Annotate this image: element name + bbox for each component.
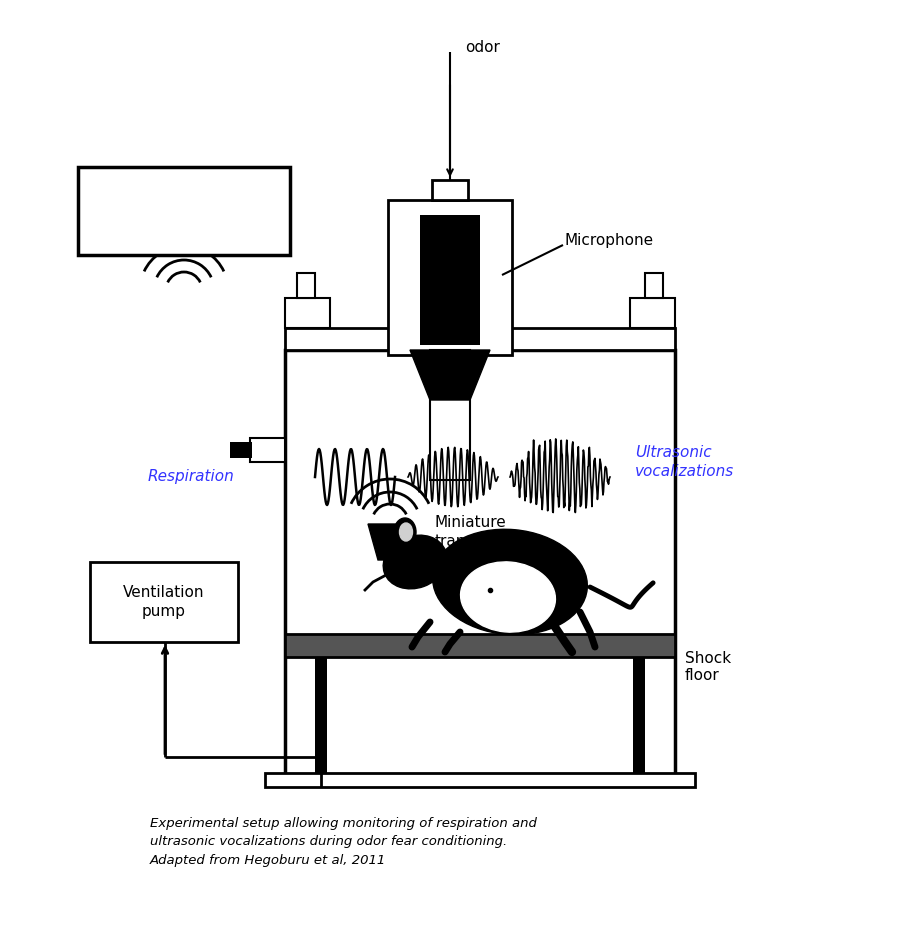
Text: odor: odor [465, 39, 500, 54]
Bar [285, 298, 330, 328]
Bar [432, 180, 468, 200]
Bar [315, 657, 327, 775]
Bar [90, 562, 238, 642]
Bar [633, 657, 645, 775]
Text: Miniature
transmitter: Miniature transmitter [435, 515, 521, 549]
Bar [285, 328, 675, 350]
Text: Shock
floor: Shock floor [685, 651, 731, 684]
Bar [265, 773, 695, 787]
Bar [420, 215, 480, 345]
Bar [297, 273, 315, 298]
Ellipse shape [383, 535, 446, 589]
Bar [630, 298, 675, 328]
Text: Ventilation
pump: Ventilation pump [123, 585, 205, 620]
Text: Respiration: Respiration [148, 469, 235, 485]
Bar [430, 350, 470, 480]
Bar [230, 442, 252, 458]
Polygon shape [368, 524, 412, 560]
Bar [285, 634, 675, 657]
Bar [250, 438, 285, 462]
Text: Experimental setup allowing monitoring of respiration and
ultrasonic vocalizatio: Experimental setup allowing monitoring o… [150, 817, 537, 867]
Ellipse shape [461, 562, 555, 632]
Bar [285, 350, 675, 775]
Text: Microphone: Microphone [565, 232, 654, 248]
Bar [78, 167, 290, 255]
Bar [645, 273, 663, 298]
Ellipse shape [433, 529, 588, 635]
Text: Telemetry system
(LFP recorder): Telemetry system (LFP recorder) [112, 193, 255, 228]
Ellipse shape [400, 523, 412, 541]
Text: Ultrasonic
vocalizations: Ultrasonic vocalizations [635, 445, 734, 480]
Bar [388, 200, 512, 355]
Polygon shape [410, 350, 490, 400]
Ellipse shape [394, 518, 416, 546]
